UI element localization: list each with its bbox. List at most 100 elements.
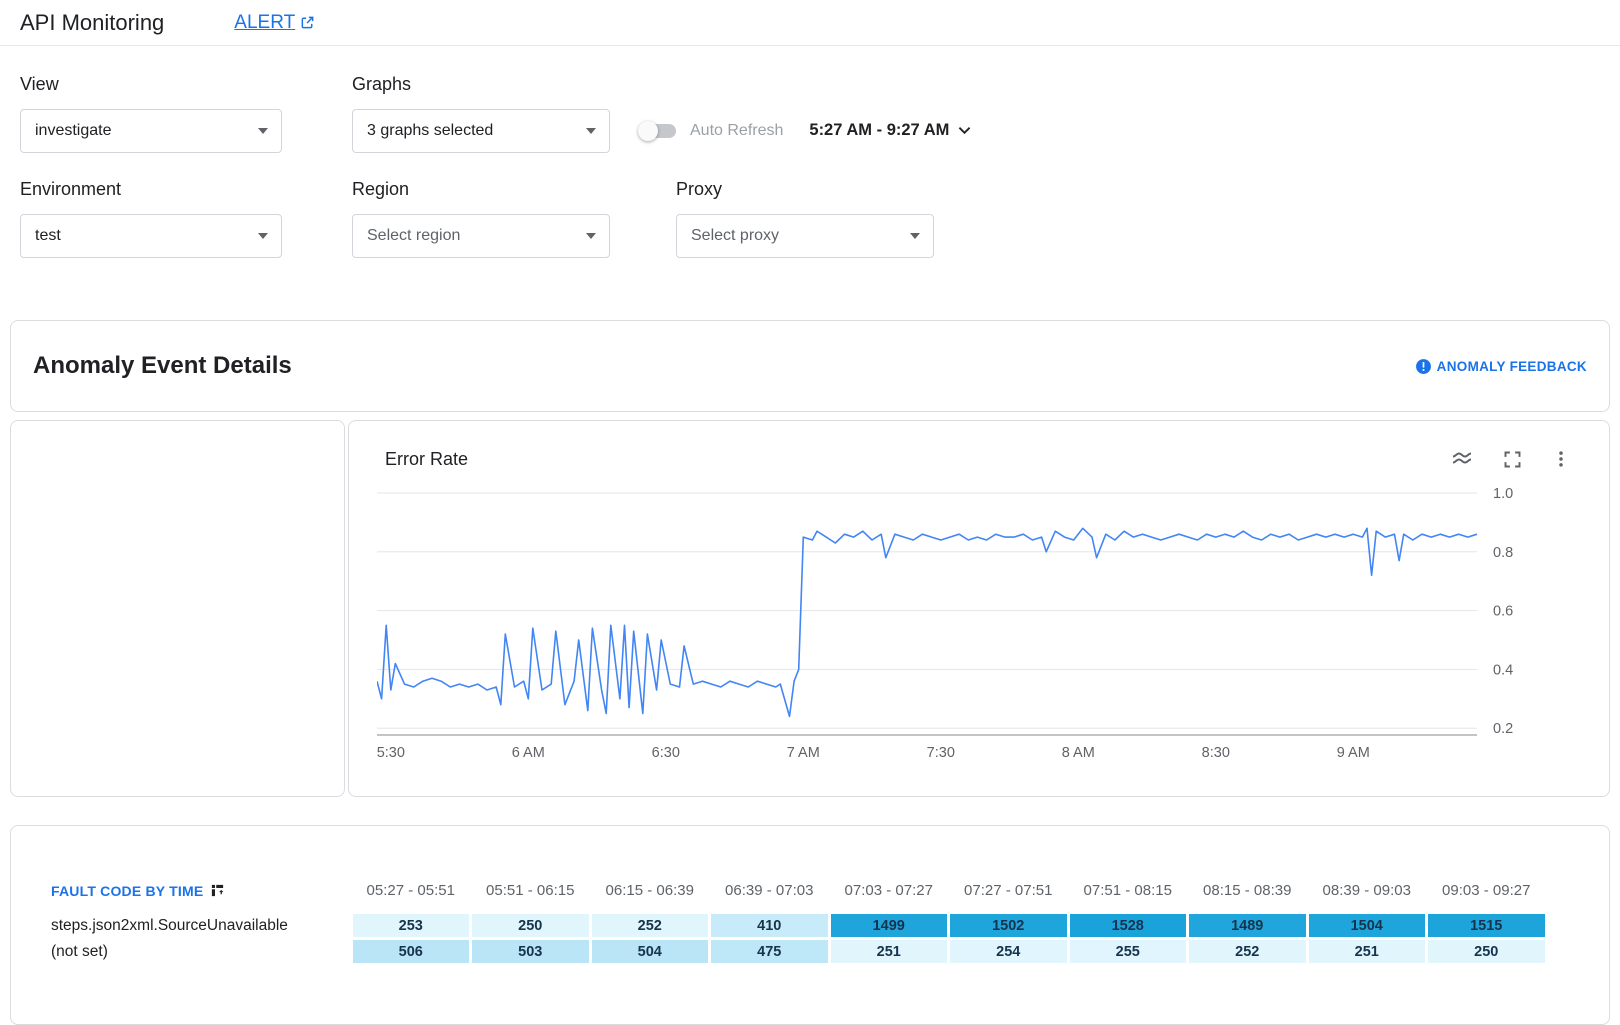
time-bucket-header: 07:27 - 07:51 (964, 882, 1053, 899)
heat-cell: 503 (472, 940, 589, 963)
graphs-select[interactable]: 3 graphs selected (352, 109, 610, 153)
page-title: API Monitoring (20, 9, 165, 35)
time-bucket-header: 06:15 - 06:39 (605, 882, 694, 899)
anomaly-feedback-button[interactable]: ANOMALY FEEDBACK (1415, 358, 1587, 375)
anomaly-side-panel (10, 420, 345, 797)
environment-select-value: test (35, 227, 61, 244)
auto-refresh-toggle[interactable] (638, 120, 676, 141)
heat-cell: 254 (950, 940, 1067, 963)
detail-panels: Error Rate 1.0 0.8 0.6 0.4 0.2 5:30 6 AM 6:30 7 … (10, 420, 1610, 797)
fault-row-label: (not set) (51, 942, 108, 960)
error-rate-chart-card: Error Rate 1.0 0.8 0.6 0.4 0.2 5:30 6 AM 6:30 7 … (348, 420, 1610, 797)
svg-text:0.8: 0.8 (1493, 545, 1513, 561)
time-bucket-header: 08:39 - 09:03 (1322, 882, 1411, 899)
heat-cell: 1489 (1189, 914, 1306, 937)
fault-row-label: steps.json2xml.SourceUnavailable (51, 916, 288, 934)
time-bucket-header: 08:15 - 08:39 (1203, 882, 1292, 899)
svg-text:6 AM: 6 AM (512, 745, 545, 761)
time-bucket-header: 05:27 - 05:51 (366, 882, 455, 899)
heat-cell: 1504 (1308, 914, 1425, 937)
view-select[interactable]: investigate (20, 109, 282, 153)
heat-cell: 251 (1308, 940, 1425, 963)
app-header: API Monitoring ALERT (0, 0, 1620, 46)
svg-text:7 AM: 7 AM (787, 745, 820, 761)
heat-cell: 504 (591, 940, 708, 963)
heat-cell: 252 (591, 914, 708, 937)
region-label: Region (352, 179, 410, 199)
environment-filter: Environment test (20, 179, 282, 258)
heat-cell: 250 (472, 914, 589, 937)
heat-cell: 252 (1189, 940, 1306, 963)
proxy-filter: Proxy Select proxy (676, 179, 934, 258)
time-bucket-header: 09:03 - 09:27 (1442, 882, 1531, 899)
kebab-menu-icon[interactable] (1551, 449, 1571, 469)
time-bucket-header: 06:39 - 07:03 (725, 882, 814, 899)
dropdown-arrow-icon (258, 233, 268, 239)
heat-cell: 1502 (950, 914, 1067, 937)
filters-section: View investigate Graphs 3 graphs selecte… (0, 46, 1620, 258)
anomaly-card-title: Anomaly Event Details (33, 352, 292, 379)
svg-text:8 AM: 8 AM (1062, 745, 1095, 761)
region-filter: Region Select region (352, 179, 610, 258)
chevron-down-icon (958, 126, 971, 135)
svg-text:5:30: 5:30 (377, 745, 405, 761)
dropdown-arrow-icon (586, 128, 596, 134)
graphs-label: Graphs (352, 74, 412, 94)
heat-cell: 255 (1069, 940, 1186, 963)
svg-text:8:30: 8:30 (1202, 745, 1230, 761)
dropdown-arrow-icon (910, 233, 920, 239)
region-select-placeholder: Select region (367, 227, 461, 244)
heat-cell: 410 (711, 914, 828, 937)
time-bucket-header: 05:51 - 06:15 (486, 882, 575, 899)
view-label: View (20, 74, 59, 94)
alert-link[interactable]: ALERT (234, 12, 315, 34)
heat-cell: 250 (1428, 940, 1545, 963)
fault-code-table-card: FAULT CODE BY TIME 05:27 - 05:51 05:51 - … (10, 825, 1610, 1025)
view-filter: View investigate (20, 74, 282, 153)
stacked-line-chart-icon[interactable] (1450, 447, 1474, 471)
heat-cell: 253 (352, 914, 469, 937)
time-range-selector[interactable]: 5:27 AM - 9:27 AM (809, 121, 971, 140)
alert-link-text: ALERT (234, 11, 296, 33)
heat-cell: 1528 (1069, 914, 1186, 937)
time-bucket-header: 07:03 - 07:27 (844, 882, 933, 899)
graphs-filter: Graphs 3 graphs selected (352, 74, 610, 153)
fault-code-table: FAULT CODE BY TIME 05:27 - 05:51 05:51 - … (51, 882, 1609, 963)
fault-table-title[interactable]: FAULT CODE BY TIME (51, 883, 351, 911)
dropdown-arrow-icon (586, 233, 596, 239)
time-bucket-header: 07:51 - 08:15 (1083, 882, 1172, 899)
dropdown-arrow-icon (258, 128, 268, 134)
heat-cell: 1499 (830, 914, 947, 937)
fault-table-title-text: FAULT CODE BY TIME (51, 882, 204, 899)
svg-text:0.4: 0.4 (1493, 662, 1513, 678)
svg-text:0.2: 0.2 (1493, 721, 1513, 737)
region-select[interactable]: Select region (352, 214, 610, 258)
error-rate-chart: 1.0 0.8 0.6 0.4 0.2 5:30 6 AM 6:30 7 AM 7:30 8 AM 8… (376, 477, 1609, 776)
proxy-select[interactable]: Select proxy (676, 214, 934, 258)
external-link-icon (300, 15, 315, 30)
feedback-icon (1415, 358, 1432, 375)
refresh-area: Auto Refresh 5:27 AM - 9:27 AM (638, 120, 971, 153)
anomaly-event-details-card: Anomaly Event Details ANOMALY FEEDBACK (10, 320, 1610, 412)
chart-title: Error Rate (385, 448, 469, 469)
proxy-label: Proxy (676, 179, 723, 199)
proxy-select-placeholder: Select proxy (691, 227, 780, 244)
svg-text:7:30: 7:30 (927, 745, 955, 761)
graphs-select-value: 3 graphs selected (367, 122, 494, 139)
svg-text:1.0: 1.0 (1493, 486, 1513, 502)
heat-cell: 475 (711, 940, 828, 963)
environment-select[interactable]: test (20, 214, 282, 258)
heat-cell: 251 (830, 940, 947, 963)
time-range-value: 5:27 AM - 9:27 AM (809, 121, 950, 139)
svg-text:0.6: 0.6 (1493, 604, 1513, 620)
toggle-knob (638, 120, 658, 141)
view-select-value: investigate (35, 122, 112, 139)
svg-text:6:30: 6:30 (652, 745, 680, 761)
fullscreen-icon[interactable] (1502, 449, 1523, 470)
heat-cell: 1515 (1428, 914, 1545, 937)
environment-label: Environment (20, 179, 122, 199)
pivot-table-icon[interactable] (210, 883, 225, 898)
anomaly-feedback-label: ANOMALY FEEDBACK (1436, 358, 1587, 374)
heat-cell: 506 (352, 940, 469, 963)
svg-text:9 AM: 9 AM (1337, 745, 1370, 761)
